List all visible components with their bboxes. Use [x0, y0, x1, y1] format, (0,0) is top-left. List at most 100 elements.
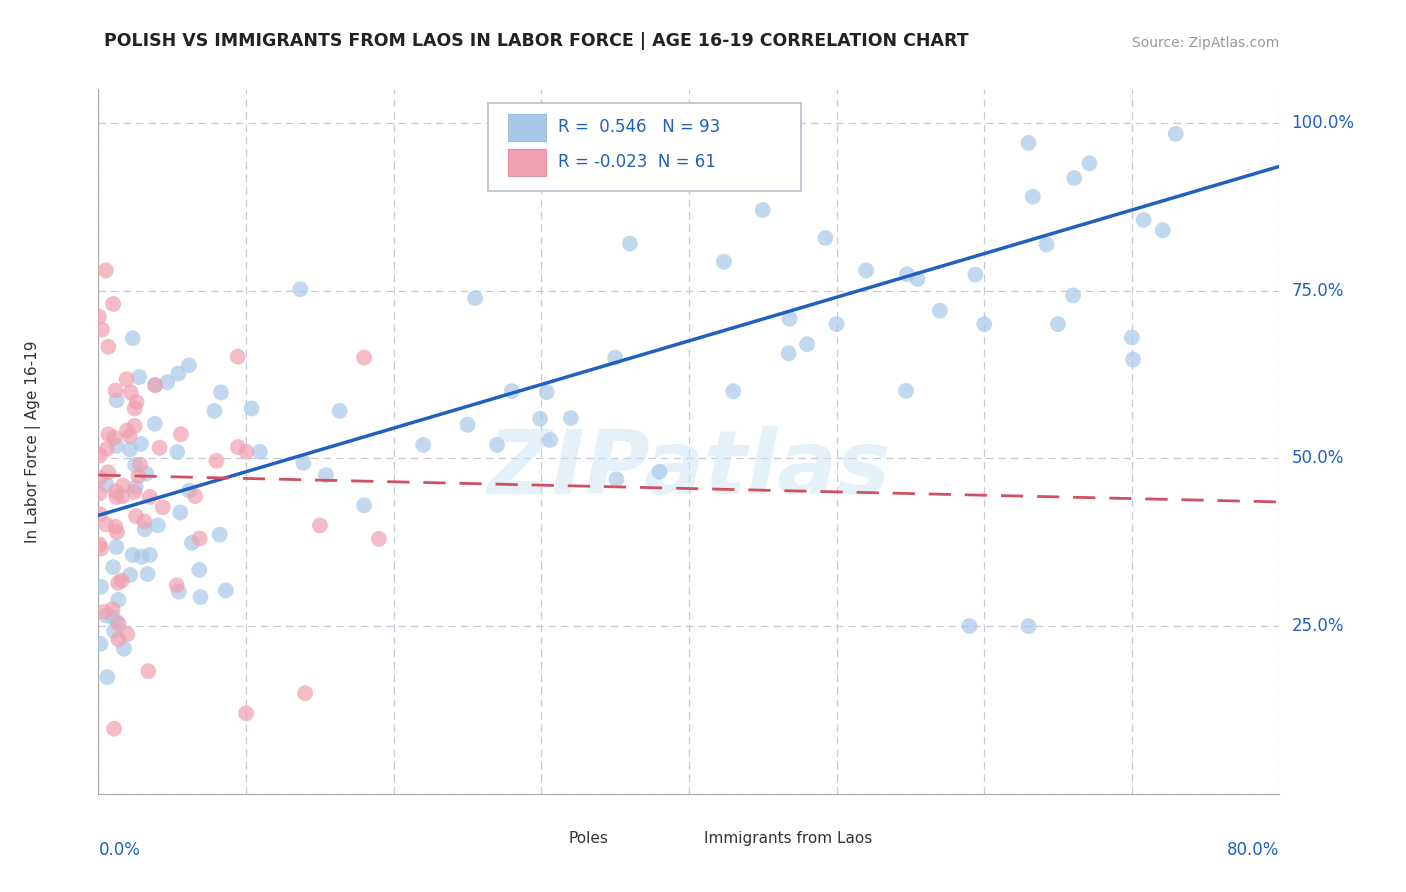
Text: 75.0%: 75.0%	[1291, 282, 1344, 300]
Point	[120, 568, 142, 582]
Point	[309, 518, 332, 533]
Point	[105, 615, 128, 630]
Point	[190, 590, 212, 604]
Point	[107, 575, 129, 590]
Point	[152, 500, 174, 515]
Point	[167, 367, 190, 381]
Point	[412, 438, 434, 452]
Point	[105, 540, 128, 554]
Point	[529, 411, 551, 425]
Point	[290, 282, 312, 296]
Point	[235, 445, 257, 459]
Point	[101, 560, 124, 574]
Point	[124, 458, 146, 472]
Point	[723, 384, 745, 399]
Point	[896, 267, 918, 281]
Point	[103, 430, 125, 444]
Point	[136, 567, 159, 582]
Point	[353, 498, 375, 512]
Point	[125, 509, 148, 524]
Point	[713, 254, 735, 268]
Point	[111, 489, 134, 503]
Text: Immigrants from Laos: Immigrants from Laos	[704, 830, 873, 846]
FancyBboxPatch shape	[488, 103, 801, 192]
Point	[120, 385, 142, 400]
Text: R = -0.023  N = 61: R = -0.023 N = 61	[558, 153, 716, 171]
Point	[170, 427, 193, 442]
Point	[89, 448, 111, 462]
Point	[91, 322, 114, 336]
Point	[97, 465, 120, 479]
Point	[1122, 352, 1144, 367]
Point	[107, 632, 129, 647]
Point	[112, 641, 135, 656]
Point	[105, 525, 128, 540]
Point	[105, 439, 128, 453]
Point	[89, 486, 111, 500]
Text: ZIPatlas: ZIPatlas	[488, 426, 890, 513]
FancyBboxPatch shape	[508, 114, 546, 141]
Point	[1018, 619, 1040, 633]
Point	[121, 331, 143, 345]
Point	[179, 483, 201, 498]
Point	[101, 602, 124, 616]
Point	[125, 395, 148, 409]
Point	[294, 686, 316, 700]
Point	[134, 522, 156, 536]
Point	[139, 548, 162, 562]
Point	[89, 538, 111, 552]
Point	[124, 484, 146, 499]
Point	[1164, 127, 1187, 141]
Point	[105, 490, 128, 504]
Point	[1035, 237, 1057, 252]
Point	[778, 346, 800, 360]
Point	[115, 424, 138, 438]
Point	[240, 401, 263, 416]
Point	[315, 468, 337, 483]
Point	[368, 532, 391, 546]
Point	[1018, 136, 1040, 150]
Point	[90, 580, 112, 594]
Point	[128, 469, 150, 483]
Point	[226, 350, 249, 364]
Text: 100.0%: 100.0%	[1291, 114, 1354, 132]
Point	[125, 480, 148, 494]
Point	[1121, 330, 1143, 344]
Point	[249, 445, 271, 459]
Point	[1062, 288, 1084, 302]
Point	[94, 517, 117, 532]
Point	[128, 370, 150, 384]
Point	[184, 489, 207, 503]
Point	[1132, 213, 1154, 227]
Point	[226, 440, 249, 454]
Point	[145, 378, 167, 392]
Point	[457, 417, 479, 432]
Text: Poles: Poles	[568, 830, 609, 846]
Point	[118, 442, 141, 457]
Point	[536, 385, 558, 400]
Point	[115, 372, 138, 386]
Point	[796, 337, 818, 351]
Point	[205, 454, 228, 468]
Point	[143, 378, 166, 392]
Point	[894, 384, 917, 398]
Point	[135, 467, 157, 481]
Point	[131, 549, 153, 564]
Point	[235, 706, 257, 721]
Point	[188, 563, 211, 577]
Point	[117, 627, 139, 641]
Point	[89, 471, 111, 485]
Point	[648, 465, 671, 479]
Point	[180, 536, 202, 550]
Point	[973, 317, 995, 331]
Point	[87, 310, 110, 324]
Point	[779, 311, 801, 326]
Text: R =  0.546   N = 93: R = 0.546 N = 93	[558, 119, 720, 136]
FancyBboxPatch shape	[536, 829, 561, 848]
Point	[96, 442, 118, 456]
Point	[538, 433, 561, 447]
Point	[103, 624, 125, 639]
Point	[752, 202, 775, 217]
Point	[202, 404, 225, 418]
Point	[107, 617, 129, 632]
